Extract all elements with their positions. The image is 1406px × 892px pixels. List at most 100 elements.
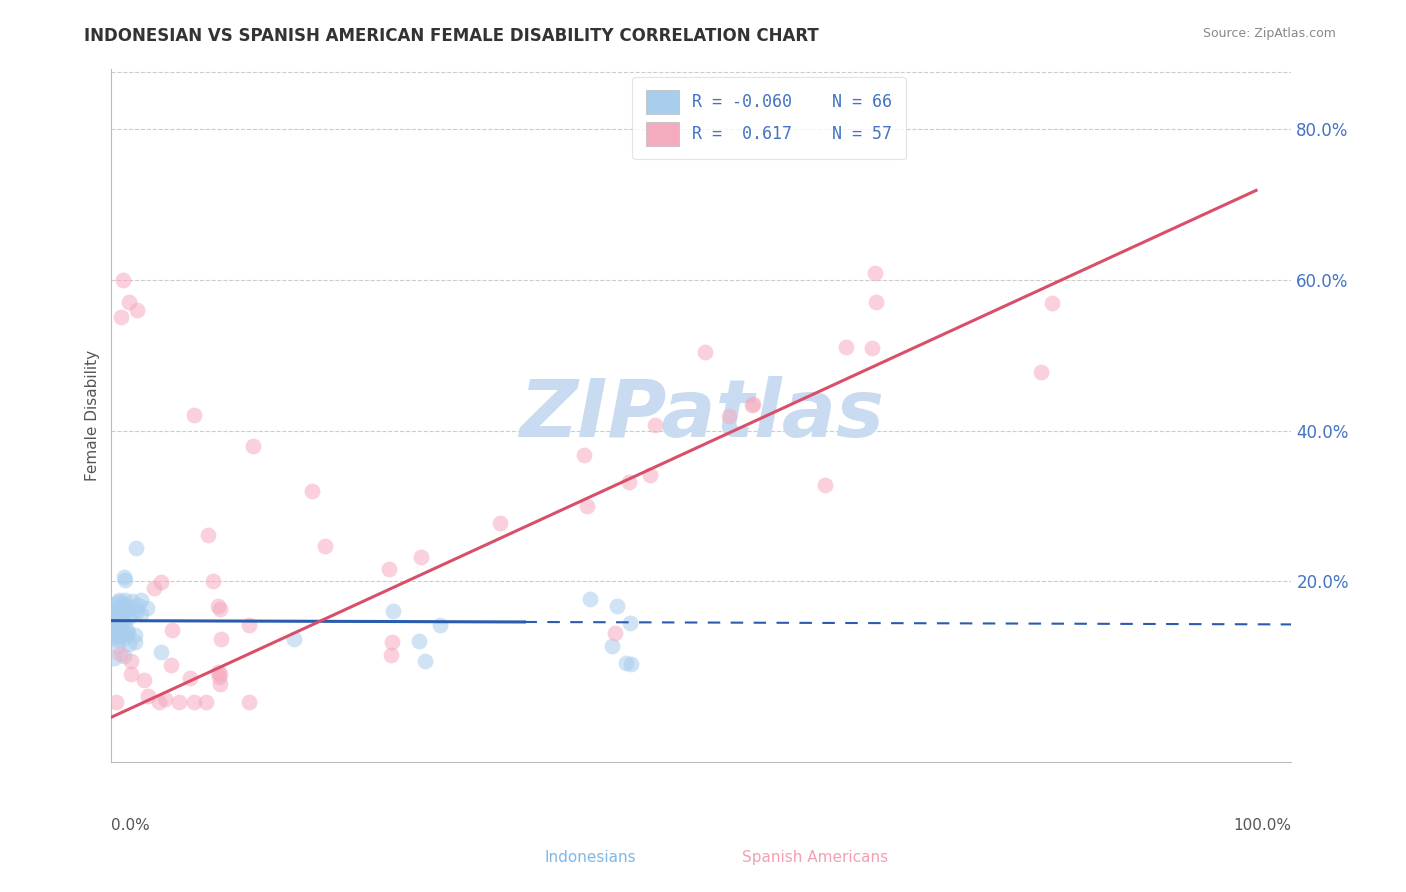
Point <box>208 670 231 684</box>
Point <box>136 689 159 703</box>
Point <box>429 618 451 632</box>
Point <box>135 601 157 615</box>
Point <box>104 628 127 642</box>
Point <box>207 599 229 613</box>
Point <box>209 677 232 691</box>
Point <box>103 608 125 623</box>
Point <box>242 439 264 453</box>
Point <box>620 657 643 671</box>
Text: INDONESIAN VS SPANISH AMERICAN FEMALE DISABILITY CORRELATION CHART: INDONESIAN VS SPANISH AMERICAN FEMALE DI… <box>84 27 820 45</box>
Point <box>103 651 125 665</box>
Point <box>112 648 135 663</box>
Point <box>617 475 640 490</box>
Point <box>606 599 628 614</box>
Point <box>118 637 141 651</box>
Point <box>150 574 173 589</box>
Point <box>105 617 128 632</box>
Point <box>409 549 432 564</box>
Point <box>183 695 205 709</box>
Point <box>644 417 666 432</box>
Point <box>381 604 404 618</box>
Point <box>863 266 886 280</box>
Point <box>107 639 129 653</box>
Point <box>108 600 131 615</box>
Text: 100.0%: 100.0% <box>1233 818 1292 833</box>
Point <box>381 635 404 649</box>
Point <box>718 409 741 424</box>
Text: Source: ZipAtlas.com: Source: ZipAtlas.com <box>1202 27 1336 40</box>
Point <box>283 632 305 647</box>
Text: Spanish Americans: Spanish Americans <box>742 850 889 865</box>
Point <box>835 340 858 354</box>
Point <box>741 397 763 411</box>
Point <box>162 623 184 637</box>
Point <box>110 612 132 626</box>
Point <box>619 615 641 630</box>
Point <box>579 591 602 606</box>
Point <box>120 654 142 668</box>
Point <box>105 627 128 641</box>
Point <box>110 622 132 636</box>
Point <box>112 615 135 630</box>
Point <box>301 483 323 498</box>
Point <box>105 609 128 624</box>
Point <box>105 630 128 644</box>
Point <box>741 399 763 413</box>
Point <box>131 607 153 621</box>
Point <box>860 342 883 356</box>
Point <box>105 610 128 624</box>
Point <box>195 695 218 709</box>
Point <box>208 667 231 681</box>
Point <box>183 409 205 423</box>
Point <box>115 604 138 618</box>
Point <box>209 632 232 647</box>
Point <box>153 692 176 706</box>
Point <box>167 695 190 709</box>
Point <box>408 633 430 648</box>
Point <box>380 648 402 662</box>
Point <box>105 611 128 625</box>
Point <box>314 540 336 554</box>
Text: ZIPatlas: ZIPatlas <box>519 376 884 455</box>
Point <box>1040 296 1063 310</box>
Point <box>489 516 512 530</box>
Point <box>117 623 139 637</box>
Point <box>614 656 637 670</box>
Point <box>197 528 219 542</box>
Point <box>103 609 125 624</box>
Point <box>150 645 173 659</box>
Point <box>107 633 129 648</box>
Point <box>118 610 141 624</box>
Point <box>110 607 132 621</box>
Text: Indonesians: Indonesians <box>544 850 637 865</box>
Point <box>107 603 129 617</box>
Point <box>413 654 436 668</box>
Point <box>107 592 129 607</box>
Point <box>695 345 717 359</box>
Point <box>125 604 148 618</box>
Point <box>124 604 146 618</box>
Point <box>142 581 165 595</box>
Point <box>148 695 170 709</box>
Point <box>131 592 153 607</box>
Point <box>202 574 225 589</box>
Point <box>121 594 143 608</box>
Point <box>105 695 128 709</box>
Point <box>638 467 661 482</box>
Point <box>600 639 623 653</box>
Point <box>134 673 156 688</box>
Point <box>572 448 595 462</box>
Point <box>112 599 135 613</box>
Point <box>111 601 134 615</box>
Point <box>124 635 146 649</box>
Point <box>127 598 149 612</box>
Point <box>107 622 129 636</box>
Point <box>114 573 136 587</box>
Point <box>814 478 837 492</box>
Point <box>114 592 136 607</box>
Point <box>118 295 141 310</box>
Point <box>112 273 135 287</box>
Point <box>111 603 134 617</box>
Point <box>865 294 887 309</box>
Point <box>120 666 142 681</box>
